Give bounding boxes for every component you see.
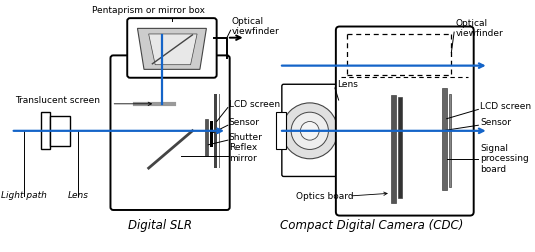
Bar	[205, 119, 208, 156]
Bar	[214, 93, 217, 168]
FancyBboxPatch shape	[282, 84, 337, 176]
Polygon shape	[149, 34, 197, 65]
Text: LCD screen: LCD screen	[229, 100, 280, 109]
Bar	[41, 112, 50, 149]
Text: Translucent screen: Translucent screen	[16, 96, 101, 105]
FancyBboxPatch shape	[336, 26, 473, 215]
Text: Pentaprism or mirror box: Pentaprism or mirror box	[92, 6, 205, 15]
Bar	[448, 93, 452, 187]
Text: Optical
viewfinder: Optical viewfinder	[456, 19, 504, 38]
Bar	[210, 120, 213, 147]
Text: Lens: Lens	[337, 80, 358, 89]
Polygon shape	[137, 28, 207, 69]
Text: Sensor: Sensor	[480, 118, 511, 127]
Circle shape	[282, 103, 338, 159]
Text: Signal
processing
board: Signal processing board	[480, 144, 529, 174]
Text: LCD screen: LCD screen	[480, 102, 531, 111]
Bar	[50, 116, 71, 146]
FancyBboxPatch shape	[110, 55, 230, 210]
Text: Optics board: Optics board	[296, 192, 354, 201]
Text: Sensor: Sensor	[229, 118, 260, 127]
FancyBboxPatch shape	[127, 18, 217, 78]
Bar	[218, 93, 220, 168]
Text: Optical
viewfinder: Optical viewfinder	[232, 17, 279, 36]
Bar	[442, 88, 447, 191]
Text: Reflex
mirror: Reflex mirror	[229, 143, 257, 163]
Bar	[276, 112, 286, 149]
Circle shape	[301, 121, 319, 140]
Text: Light path: Light path	[1, 191, 47, 200]
Bar	[391, 96, 396, 203]
Text: Digital SLR: Digital SLR	[128, 219, 192, 232]
Bar	[398, 97, 402, 198]
Circle shape	[291, 112, 328, 149]
Text: Compact Digital Camera (CDC): Compact Digital Camera (CDC)	[280, 219, 464, 232]
Text: Shutter: Shutter	[229, 133, 263, 142]
Text: Lens: Lens	[67, 191, 88, 200]
